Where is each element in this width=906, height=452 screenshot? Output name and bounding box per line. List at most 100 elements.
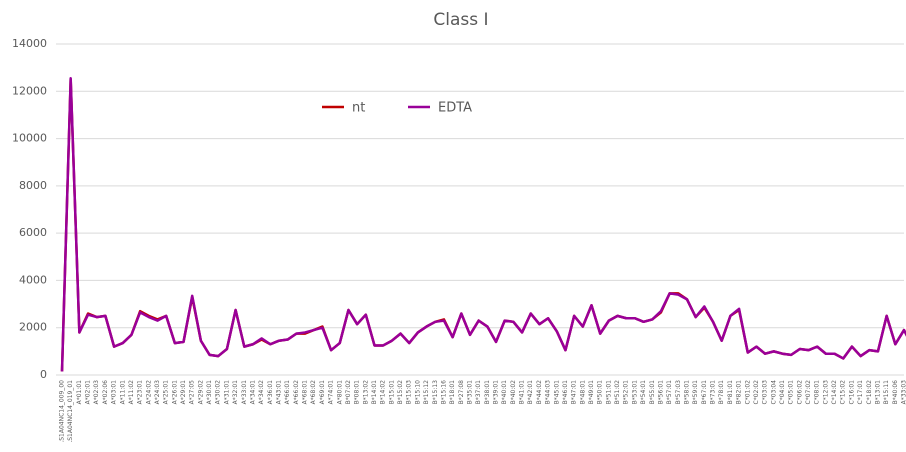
x-tick-label: A*68:02 [310, 380, 317, 405]
x-tick-label: B*13:02 [362, 380, 369, 405]
x-tick-label: A*29:02 [197, 380, 204, 405]
x-tick-label: B*56:01 [657, 380, 664, 405]
x-tick-label: B*40:01 [501, 380, 508, 405]
x-tick-label: B*35:01 [466, 380, 473, 405]
y-tick-label: 4000 [19, 273, 47, 286]
x-tick-label: B*59:01 [692, 380, 699, 405]
x-tick-label: B*40:06 [892, 380, 899, 405]
x-tick-label: B*27:08 [458, 380, 465, 405]
y-tick-label: 0 [40, 368, 47, 381]
x-tick-label: A*30:02 [215, 380, 222, 405]
x-tick-label: .S1A04NC14_009_00 [59, 380, 66, 443]
x-tick-label: B*81:01 [727, 380, 734, 405]
x-tick-label: A*66:02 [293, 380, 300, 405]
x-tick-label: B*38:01 [484, 380, 491, 405]
x-tick-label: A*34:02 [258, 380, 265, 405]
x-tick-label: A*80:01 [336, 380, 343, 405]
x-tick-label: B*15:01 [388, 380, 395, 405]
chart-title: Class I [433, 10, 488, 30]
x-tick-label: B*41:01 [519, 380, 526, 405]
x-tick-label: B*15:02 [397, 380, 404, 405]
x-tick-label: B*52:01 [623, 380, 630, 405]
x-tick-label: B*42:01 [527, 380, 534, 405]
x-tick-label: A*32:01 [232, 380, 239, 405]
y-tick-label: 6000 [19, 226, 47, 239]
x-tick-label: C*12:03 [822, 380, 829, 405]
x-tick-label: A*02:01 [85, 380, 92, 405]
x-tick-label: B*78:01 [718, 380, 725, 405]
x-tick-label: A*11:01 [119, 380, 126, 405]
x-tick-label: B*47:01 [571, 380, 578, 405]
x-tick-label: A*34:01 [249, 380, 256, 405]
x-tick-label: A*33:01 [241, 380, 248, 405]
x-tick-label: B*07:02 [345, 380, 352, 405]
x-tick-label: B*51:01 [605, 380, 612, 405]
x-tick-label: A*33:03 [901, 380, 906, 405]
x-tick-label: B*46:01 [562, 380, 569, 405]
x-tick-label: C*06:02 [796, 380, 803, 405]
x-tick-label: C*07:02 [805, 380, 812, 405]
y-tick-label: 10000 [12, 132, 47, 145]
x-tick-label: B*49:01 [588, 380, 595, 405]
x-tick-label: B*57:03 [675, 380, 682, 405]
x-tick-label: A*36:01 [267, 380, 274, 405]
x-tick-label: C*08:01 [814, 380, 821, 405]
x-tick-label: C*15:02 [840, 380, 847, 405]
x-tick-label: B*14:01 [371, 380, 378, 405]
x-tick-label: C*03:03 [762, 380, 769, 405]
x-tick-label: A*43:01 [276, 380, 283, 405]
x-tick-label: B*14:02 [380, 380, 387, 405]
x-tick-label: A*66:01 [284, 380, 291, 405]
x-tick-label: B*15:10 [414, 380, 421, 405]
x-tick-label: B*53:01 [631, 380, 638, 405]
x-tick-label: .S1A04NC14_019_01 [67, 380, 74, 443]
x-tick-label: A*29:01 [180, 380, 187, 405]
x-tick-label: B*54:01 [640, 380, 647, 405]
legend-label: nt [352, 101, 365, 116]
x-tick-label: B*57:01 [666, 380, 673, 405]
x-tick-label: B*44:03 [545, 380, 552, 405]
y-tick-label: 14000 [12, 37, 47, 50]
x-tick-label: A*30:01 [206, 380, 213, 405]
x-tick-label: C*03:04 [770, 380, 777, 405]
x-tick-label: A*26:01 [171, 380, 178, 405]
x-tick-label: B*82:01 [736, 380, 743, 405]
x-tick-label: C*18:02 [866, 380, 873, 405]
x-tick-label: A*31:01 [223, 380, 230, 405]
x-tick-label: A*68:01 [302, 380, 309, 405]
x-tick-label: B*73:01 [710, 380, 717, 405]
y-tick-label: 12000 [12, 84, 47, 97]
x-tick-label: A*25:01 [163, 380, 170, 405]
x-tick-label: C*02:02 [753, 380, 760, 405]
y-tick-label: 2000 [19, 321, 47, 334]
x-tick-label: C*05:01 [788, 380, 795, 405]
x-tick-label: B*55:01 [649, 380, 656, 405]
x-tick-label: B*67:01 [701, 380, 708, 405]
x-tick-label: A*11:02 [128, 380, 135, 405]
x-tick-label: A*02:03 [93, 380, 100, 405]
x-tick-label: B*37:01 [475, 380, 482, 405]
series-line [60, 77, 906, 372]
x-tick-label: B*39:01 [493, 380, 500, 405]
x-tick-label: A*01:01 [76, 380, 83, 405]
x-tick-label: A*24:03 [154, 380, 161, 405]
x-tick-label: B*18:01 [449, 380, 456, 405]
x-tick-label: A*23:01 [137, 380, 144, 405]
x-tick-label: B*45:01 [553, 380, 560, 405]
x-tick-label: B*40:02 [510, 380, 517, 405]
x-tick-label: C*14:02 [831, 380, 838, 405]
x-tick-label: B*08:01 [354, 380, 361, 405]
x-tick-label: B*15:16 [440, 380, 447, 405]
x-tick-label: B*15:12 [423, 380, 430, 405]
x-tick-label: A*27:05 [189, 380, 196, 405]
y-tick-label: 8000 [19, 179, 47, 192]
x-tick-label: B*13:01 [874, 380, 881, 405]
x-tick-label: B*58:01 [683, 380, 690, 405]
legend-label: EDTA [438, 101, 472, 116]
x-tick-label: B*50:01 [597, 380, 604, 405]
x-tick-label: B*15:03 [406, 380, 413, 405]
x-tick-label: B*44:02 [536, 380, 543, 405]
x-tick-label: C*01:02 [744, 380, 751, 405]
x-tick-label: A*03:01 [111, 380, 118, 405]
